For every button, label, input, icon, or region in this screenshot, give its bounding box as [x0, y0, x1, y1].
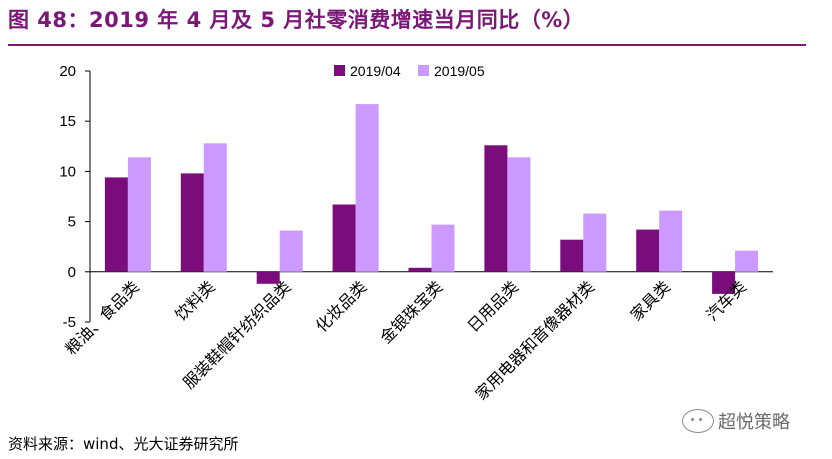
bar-1-7: [636, 229, 660, 272]
bar-2-0: [127, 157, 151, 272]
legend-swatch-1: [334, 65, 345, 76]
bar-2-3: [355, 104, 379, 272]
y-tick-label: 10: [59, 163, 76, 180]
bar-2-2: [279, 230, 303, 272]
watermark: 超悦策略: [682, 408, 790, 434]
y-tick-label: -5: [63, 314, 76, 331]
chart-legend: 2019/04 2019/05: [334, 63, 485, 79]
bar-1-2: [256, 271, 280, 284]
figure-title: 图 48：2019 年 4 月及 5 月社零消费增速当月同比（%）: [8, 8, 585, 32]
y-tick-label: 5: [68, 214, 76, 231]
bar-2-8: [735, 250, 759, 272]
legend-label-2: 2019/05: [434, 63, 485, 79]
bar-1-8: [712, 271, 736, 294]
legend-swatch-2: [418, 65, 429, 76]
bar-2-1: [203, 143, 227, 272]
bar-1-0: [104, 177, 128, 272]
x-tick-label: 金银珠宝类: [377, 278, 446, 347]
bar-2-7: [659, 210, 683, 272]
wechat-icon: [682, 409, 714, 433]
y-tick-label: 0: [68, 264, 76, 281]
y-tick-label: 15: [59, 113, 76, 130]
bar-2-6: [583, 213, 607, 272]
bar-1-6: [560, 239, 584, 272]
bar-1-1: [180, 173, 204, 272]
watermark-text: 超悦策略: [718, 412, 790, 433]
source-note: 资料来源：wind、光大证券研究所: [8, 435, 239, 453]
title-rule: [8, 44, 806, 46]
x-tick-label: 家具类: [627, 278, 674, 325]
bar-1-5: [484, 145, 508, 272]
x-tick-label: 饮料类: [172, 278, 219, 325]
bar-1-4: [408, 267, 432, 272]
bar-2-4: [431, 224, 455, 272]
y-tick-label: 20: [59, 63, 76, 80]
x-tick-label: 日用品类: [464, 278, 522, 336]
bar-1-3: [332, 204, 356, 272]
chart-bars: [104, 104, 759, 294]
legend-label-1: 2019/04: [350, 63, 401, 79]
x-tick-label: 化妆品类: [312, 278, 370, 336]
bar-2-5: [507, 157, 531, 272]
